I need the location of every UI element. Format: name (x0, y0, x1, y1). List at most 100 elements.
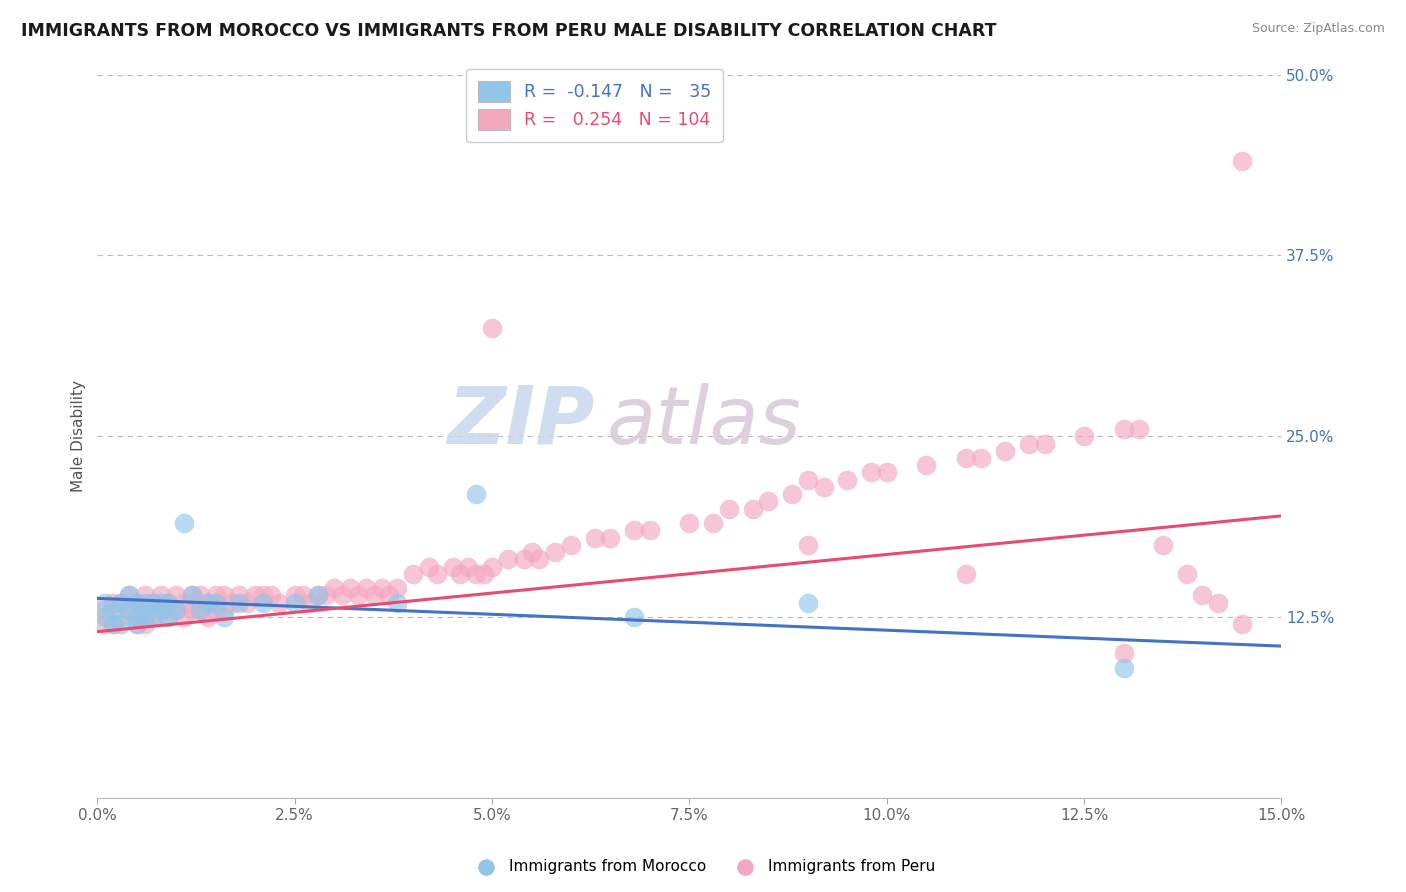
Point (1175, 566, 1198, 581)
Point (94, 603, 117, 617)
Y-axis label: Male Disability: Male Disability (72, 380, 86, 492)
Point (307, 589, 329, 603)
Point (1112, 646, 1135, 660)
Point (813, 480, 835, 494)
Point (512, 552, 534, 566)
Point (1191, 589, 1213, 603)
Point (204, 589, 226, 603)
Point (1112, 661, 1135, 675)
Point (955, 450, 977, 465)
Point (94, 610, 117, 624)
Point (118, 603, 141, 617)
Point (267, 596, 290, 610)
Point (181, 589, 204, 603)
Point (797, 596, 820, 610)
Point (118, 603, 141, 617)
Point (94, 617, 117, 632)
Point (245, 589, 267, 603)
Point (702, 516, 724, 530)
Point (426, 566, 449, 581)
Point (741, 501, 763, 516)
Point (387, 596, 409, 610)
Point (1018, 436, 1040, 450)
Point (560, 538, 582, 552)
Point (291, 589, 314, 603)
Point (149, 589, 172, 603)
Point (142, 610, 165, 624)
Point (165, 603, 187, 617)
Point (915, 458, 938, 473)
Point (370, 581, 392, 595)
Point (181, 589, 204, 603)
Point (797, 473, 820, 487)
Point (165, 603, 187, 617)
Point (134, 589, 156, 603)
Point (481, 320, 503, 334)
Point (638, 524, 661, 538)
Point (188, 589, 211, 603)
Point (472, 566, 495, 581)
Point (970, 450, 993, 465)
Point (1230, 154, 1253, 169)
Point (125, 617, 148, 632)
Point (188, 603, 211, 617)
Point (118, 589, 141, 603)
Point (599, 531, 621, 545)
Point (387, 581, 409, 595)
Point (142, 610, 165, 624)
Point (110, 617, 132, 632)
Point (181, 603, 204, 617)
Point (134, 596, 156, 610)
Point (347, 589, 370, 603)
Point (188, 603, 211, 617)
Point (110, 610, 132, 624)
Point (125, 617, 148, 632)
Point (859, 466, 882, 480)
Point (623, 524, 645, 538)
Point (212, 589, 235, 603)
Point (197, 596, 219, 610)
Point (284, 596, 307, 610)
Point (441, 559, 464, 574)
Point (1230, 617, 1253, 632)
Legend: R =  -0.147   N =   35, R =   0.254   N = 104: R = -0.147 N = 35, R = 0.254 N = 104 (467, 69, 723, 143)
Point (623, 610, 645, 624)
Point (481, 559, 503, 574)
Point (323, 581, 346, 595)
Text: IMMIGRANTS FROM MOROCCO VS IMMIGRANTS FROM PERU MALE DISABILITY CORRELATION CHAR: IMMIGRANTS FROM MOROCCO VS IMMIGRANTS FR… (21, 22, 997, 40)
Point (125, 596, 148, 610)
Point (1128, 422, 1150, 436)
Point (157, 610, 180, 624)
Point (457, 559, 479, 574)
Point (118, 589, 141, 603)
Point (157, 596, 180, 610)
Point (101, 596, 124, 610)
Point (994, 443, 1017, 458)
Point (1206, 596, 1229, 610)
Text: Source: ZipAtlas.com: Source: ZipAtlas.com (1251, 22, 1385, 36)
Point (173, 596, 195, 610)
Point (252, 589, 274, 603)
Point (149, 603, 172, 617)
Point (544, 545, 567, 559)
Point (449, 566, 471, 581)
Point (284, 589, 307, 603)
Point (236, 596, 259, 610)
Point (110, 596, 132, 610)
Point (101, 617, 124, 632)
Point (299, 596, 322, 610)
Point (149, 596, 172, 610)
Point (583, 531, 606, 545)
Point (101, 617, 124, 632)
Point (228, 589, 250, 603)
Point (307, 589, 329, 603)
Point (315, 589, 337, 603)
Point (260, 589, 283, 603)
Point (157, 610, 180, 624)
Point (110, 596, 132, 610)
Point (717, 501, 740, 516)
Point (363, 589, 385, 603)
Point (134, 610, 156, 624)
Point (1112, 422, 1135, 436)
Point (678, 516, 700, 530)
